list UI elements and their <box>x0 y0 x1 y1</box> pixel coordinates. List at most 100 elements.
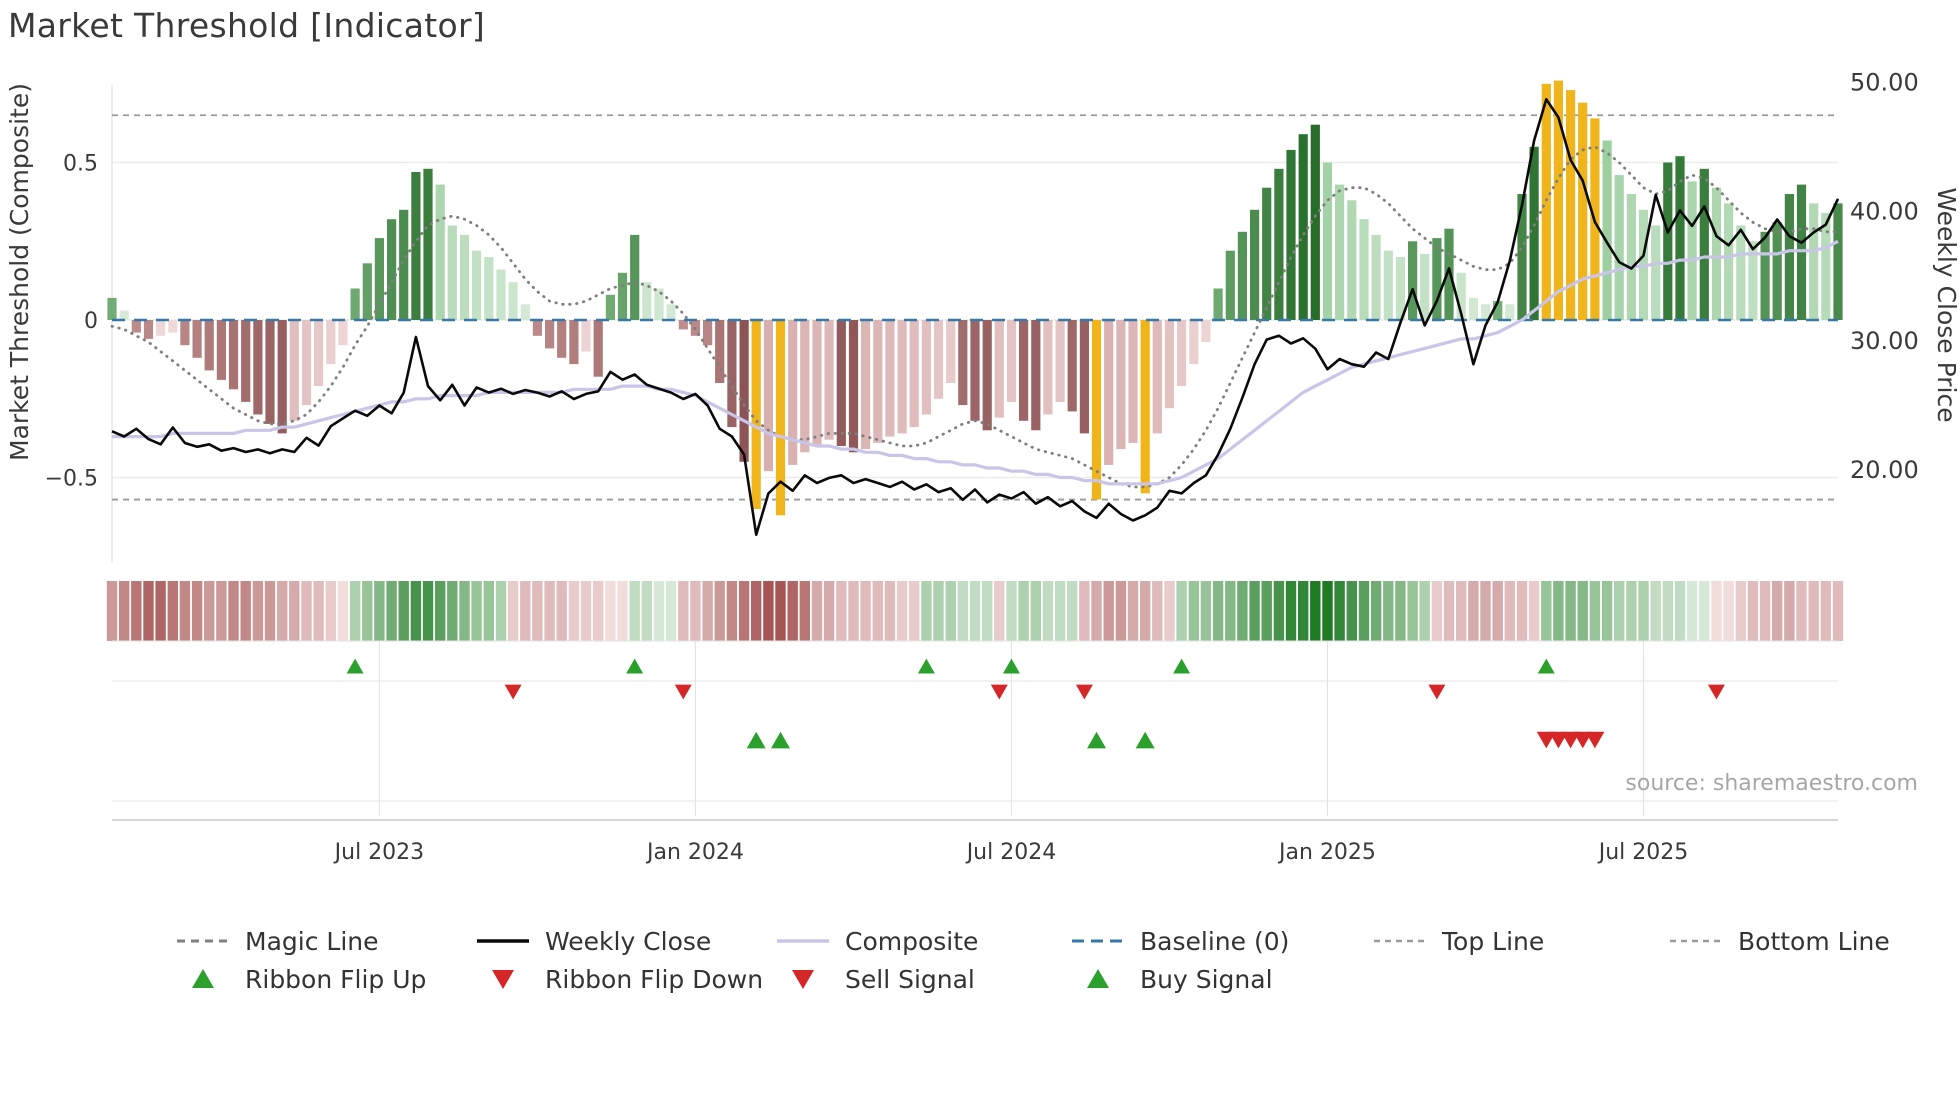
threshold-bar <box>788 320 798 465</box>
baseline-swatch-icon <box>1072 939 1124 943</box>
threshold-bar <box>216 320 226 380</box>
threshold-bar <box>107 297 117 320</box>
threshold-bar <box>982 320 992 431</box>
right-tick-label: 30.00 <box>1850 327 1919 355</box>
legend-label-baseline: Baseline (0) <box>1140 926 1290 956</box>
ribbon-cell <box>1030 581 1041 641</box>
legend-label-ribbon-flip-up: Ribbon Flip Up <box>245 964 427 994</box>
legend-item-bottom-line: Bottom Line <box>1668 926 1890 956</box>
threshold-bar <box>1444 228 1454 320</box>
threshold-bar <box>1152 320 1162 434</box>
ribbon-cell <box>1298 581 1309 641</box>
ribbon-cell <box>957 581 968 641</box>
ribbon-cell <box>1504 581 1515 641</box>
ribbon-cell <box>1772 581 1783 641</box>
ribbon-cell <box>1541 581 1552 641</box>
ribbon-cell <box>1018 581 1029 641</box>
threshold-bar <box>1748 241 1758 321</box>
ribbon-cell <box>665 581 677 641</box>
threshold-bar <box>1359 219 1369 320</box>
ribbon-cell <box>860 581 871 641</box>
ribbon-cell <box>1383 581 1394 641</box>
threshold-bar <box>326 320 336 365</box>
ribbon-cell <box>1395 581 1406 641</box>
threshold-bar <box>496 269 506 320</box>
ribbon-cell <box>447 581 458 641</box>
ribbon-cell <box>580 581 592 641</box>
legend-label-bottom-line: Bottom Line <box>1738 926 1890 956</box>
threshold-bar <box>751 320 761 509</box>
legend-item-ribbon-flip-up: Ribbon Flip Up <box>175 964 426 994</box>
threshold-bar <box>1019 320 1029 421</box>
legend-label-top-line: Top Line <box>1442 926 1545 956</box>
ribbon-flip-down-marker <box>504 684 522 700</box>
ribbon-cell <box>1431 581 1443 641</box>
ribbon-cell <box>483 581 494 641</box>
threshold-bar <box>1687 181 1697 320</box>
threshold-bar <box>1614 175 1624 320</box>
threshold-bar <box>1724 203 1734 320</box>
ribbon-cell <box>1650 581 1661 641</box>
right-axis-title: Weekly Close Price <box>1932 187 1960 422</box>
ribbon-cell <box>593 581 604 641</box>
left-tick-label: 0 <box>84 309 98 334</box>
ribbon-cell <box>799 581 810 641</box>
threshold-bar <box>1322 162 1333 320</box>
ribbon-cell <box>1188 581 1199 641</box>
ribbon-cell <box>1249 581 1260 641</box>
threshold-bar <box>1371 234 1381 320</box>
ribbon-cell <box>1516 581 1528 641</box>
threshold-bar <box>1067 320 1077 412</box>
ribbon-cell <box>532 581 543 641</box>
buy-signal-marker <box>746 731 766 749</box>
threshold-bar <box>1347 200 1357 320</box>
legend-item-magic-line: Magic Line <box>175 926 379 956</box>
ribbon-cell <box>617 581 628 641</box>
ribbon-cell <box>1127 581 1139 641</box>
ribbon-cell <box>1614 581 1625 641</box>
threshold-bar <box>1213 288 1223 320</box>
threshold-bar <box>1651 225 1661 320</box>
buy-signal-icon <box>1087 969 1109 988</box>
ribbon-cell <box>1152 581 1163 641</box>
ribbon-cell <box>1273 581 1285 641</box>
ribbon-cell <box>507 581 519 641</box>
magic-line-swatch-icon <box>177 939 229 943</box>
threshold-bar <box>1566 90 1576 320</box>
ribbon-cell <box>629 581 640 641</box>
threshold-bar <box>1140 320 1150 494</box>
ribbon-flip-up-marker <box>1002 658 1020 674</box>
threshold-bar <box>1189 320 1199 365</box>
ribbon-cell <box>909 581 920 641</box>
ribbon-cell <box>1285 581 1297 641</box>
threshold-bar <box>1675 156 1685 320</box>
threshold-bar <box>557 320 567 358</box>
legend-item-sell-signal: Sell Signal <box>775 964 975 994</box>
ribbon-cell <box>775 581 786 641</box>
ribbon-flip-down-icon <box>492 970 514 989</box>
ribbon-cell <box>1492 581 1503 641</box>
threshold-bar <box>1031 320 1041 431</box>
threshold-bar <box>605 294 615 320</box>
threshold-bar <box>933 320 944 399</box>
threshold-bar <box>131 320 141 333</box>
threshold-bar <box>1578 102 1588 320</box>
x-tick-label: Jan 2025 <box>1277 840 1376 865</box>
source-text: source: sharemaestro.com <box>1625 771 1918 796</box>
threshold-bar <box>228 320 239 390</box>
ribbon-cell <box>1747 581 1759 641</box>
ribbon-cell <box>1601 581 1613 641</box>
ribbon-cell <box>994 581 1005 641</box>
ribbon-cell <box>568 581 580 641</box>
threshold-bar <box>508 282 518 320</box>
threshold-bar <box>1760 231 1770 320</box>
ribbon-cell <box>119 581 130 641</box>
threshold-bar <box>1055 320 1065 402</box>
ribbon-cell <box>240 581 251 641</box>
ribbon-cell <box>921 581 932 641</box>
threshold-bar <box>1177 320 1187 387</box>
ribbon-flip-down-marker <box>1075 684 1093 700</box>
threshold-bar <box>861 320 871 450</box>
threshold-bar <box>1286 149 1296 320</box>
